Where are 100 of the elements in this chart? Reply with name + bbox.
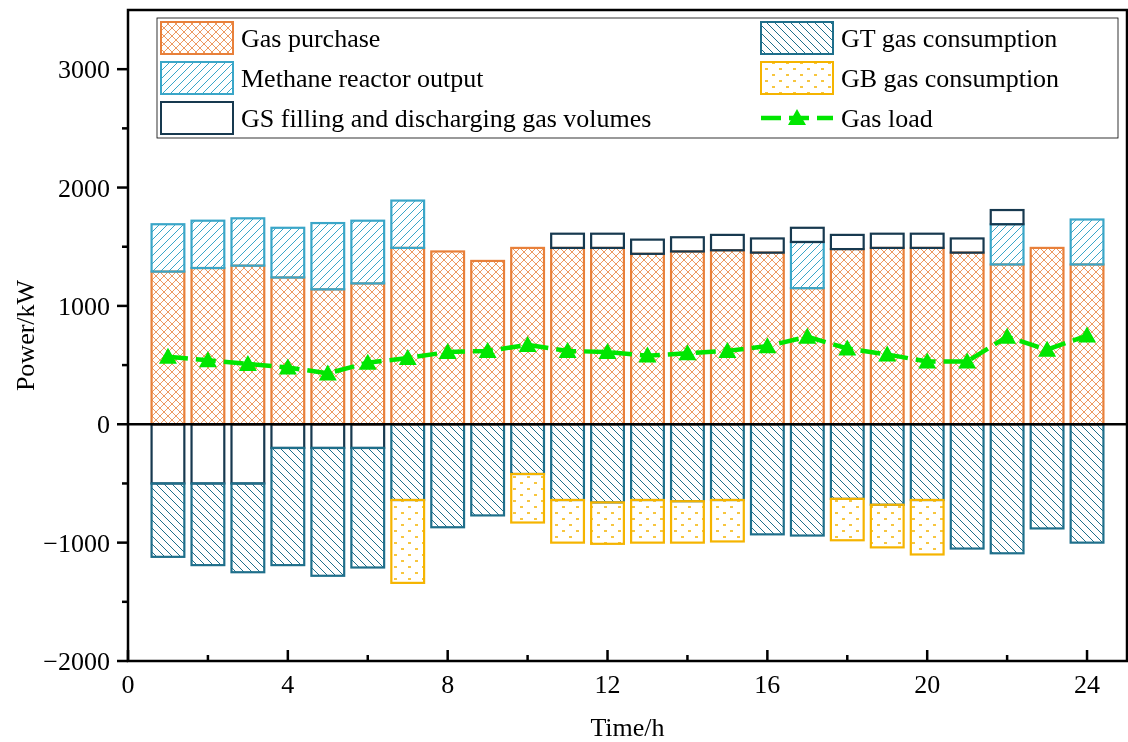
point bbox=[398, 348, 417, 365]
bar bbox=[230, 423, 266, 485]
bar bbox=[1069, 218, 1105, 266]
y-tick-label: 2000 bbox=[58, 173, 110, 203]
point bbox=[958, 352, 977, 369]
y-tick-label: 3000 bbox=[58, 55, 110, 85]
bar bbox=[470, 259, 506, 426]
x-tick-label: 0 bbox=[121, 670, 135, 699]
point bbox=[438, 343, 457, 360]
bar bbox=[949, 251, 985, 426]
bar bbox=[390, 498, 426, 584]
bar bbox=[470, 423, 506, 517]
bar bbox=[869, 246, 905, 426]
point bbox=[198, 351, 217, 368]
point bbox=[598, 343, 617, 360]
bar bbox=[789, 226, 825, 244]
bar bbox=[310, 288, 346, 426]
bar bbox=[150, 270, 186, 426]
bar bbox=[550, 498, 586, 544]
bar bbox=[510, 246, 546, 426]
bar bbox=[909, 232, 945, 250]
legend-label: GT gas consumption bbox=[841, 24, 1058, 53]
bar bbox=[630, 238, 665, 255]
bar bbox=[430, 250, 466, 426]
x-tick-label: 8 bbox=[441, 670, 455, 699]
y-tick-label: −2000 bbox=[43, 647, 110, 676]
bar bbox=[949, 423, 985, 550]
legend-label: Gas load bbox=[841, 104, 933, 133]
bar bbox=[350, 219, 386, 285]
bar bbox=[150, 482, 186, 558]
bar bbox=[669, 500, 705, 544]
point bbox=[638, 346, 657, 363]
bar bbox=[709, 498, 745, 543]
bar bbox=[869, 232, 905, 250]
point bbox=[158, 347, 177, 364]
bar bbox=[190, 482, 226, 567]
x-tick-label: 24 bbox=[1074, 670, 1101, 699]
bar bbox=[709, 423, 745, 502]
bar bbox=[869, 423, 905, 506]
bar bbox=[1029, 423, 1065, 530]
point bbox=[318, 364, 337, 381]
bar bbox=[590, 232, 625, 250]
bar bbox=[390, 199, 426, 250]
bar bbox=[829, 423, 865, 500]
bar bbox=[1029, 246, 1065, 426]
bar bbox=[630, 498, 665, 544]
point bbox=[518, 335, 537, 352]
legend-label: GB gas consumption bbox=[841, 64, 1060, 93]
legend-label: Methane reactor output bbox=[241, 64, 485, 93]
y-tick-label: 0 bbox=[97, 410, 110, 440]
x-axis-title: Time/h bbox=[590, 713, 665, 742]
bar bbox=[550, 423, 586, 502]
bar bbox=[190, 423, 226, 485]
point bbox=[358, 353, 377, 370]
bar bbox=[949, 237, 985, 254]
point bbox=[558, 341, 577, 358]
bar bbox=[749, 251, 785, 426]
bar bbox=[550, 232, 586, 250]
bar bbox=[590, 501, 625, 545]
point bbox=[678, 344, 697, 361]
legend-label: Gas purchase bbox=[241, 24, 381, 53]
point bbox=[878, 345, 897, 362]
point bbox=[838, 339, 857, 356]
bar bbox=[150, 423, 186, 485]
bar bbox=[390, 246, 426, 426]
bar bbox=[909, 423, 945, 502]
point bbox=[998, 327, 1017, 344]
x-tick-label: 16 bbox=[754, 670, 781, 699]
bar bbox=[989, 223, 1025, 266]
bar bbox=[390, 423, 426, 502]
bar bbox=[869, 503, 905, 549]
bar bbox=[989, 263, 1025, 426]
y-axis-title: Power/kW bbox=[11, 279, 40, 392]
bar bbox=[190, 266, 226, 426]
bar bbox=[350, 282, 386, 426]
point bbox=[1078, 326, 1097, 343]
bar bbox=[510, 472, 546, 524]
bar bbox=[270, 276, 306, 426]
bar bbox=[510, 423, 546, 476]
y-tick-label: −1000 bbox=[43, 528, 110, 558]
bar bbox=[310, 446, 346, 577]
bar bbox=[1069, 263, 1105, 426]
legend-label: GS filling and discharging gas volumes bbox=[241, 104, 652, 133]
bar bbox=[909, 246, 945, 426]
bar bbox=[789, 423, 825, 537]
bar bbox=[230, 264, 266, 426]
point bbox=[478, 341, 497, 358]
point bbox=[1038, 340, 1057, 357]
bar bbox=[550, 246, 586, 426]
bar bbox=[270, 446, 306, 567]
point bbox=[758, 337, 777, 354]
point bbox=[718, 341, 737, 358]
bar bbox=[749, 237, 785, 254]
x-tick-label: 12 bbox=[594, 670, 621, 699]
bar bbox=[829, 248, 865, 426]
x-tick-label: 20 bbox=[914, 670, 941, 699]
point bbox=[918, 352, 937, 369]
point bbox=[278, 358, 297, 375]
bar bbox=[749, 423, 785, 536]
bar bbox=[590, 423, 625, 504]
